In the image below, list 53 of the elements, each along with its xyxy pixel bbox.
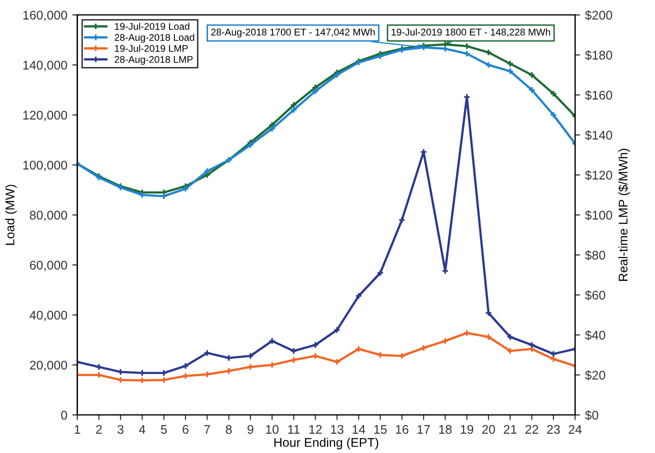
y2-axis-title: Real-time LMP ($/MWh) [618, 148, 630, 281]
y-axis-title: Load (MW) [5, 184, 17, 245]
x-tick-label: 10 [266, 425, 279, 434]
x-tick-label: 9 [248, 425, 254, 434]
y-tick-label: 60,000 [30, 260, 68, 272]
x-tick-label: 17 [418, 425, 430, 434]
legend-label: 19-Jul-2019 Load [114, 22, 190, 30]
y2-tick-label: $180 [584, 50, 612, 60]
x-tick-label: 15 [374, 425, 387, 434]
y-tick-label: 20,000 [30, 360, 68, 372]
y2-tick-label: $0 [584, 410, 598, 420]
y2-tick-label: $80 [584, 250, 606, 260]
legend-label: 28-Aug-2018 LMP [114, 56, 193, 65]
x-tick-label: 1 [74, 425, 80, 434]
y-tick-label: 160,000 [23, 10, 68, 22]
x-tick-label: 2 [96, 425, 102, 434]
x-tick-label: 11 [288, 425, 300, 434]
y2-tick-label: $40 [584, 330, 606, 340]
x-tick-label: 5 [160, 425, 167, 434]
y-tick-label: 100,000 [23, 160, 68, 172]
x-tick-label: 16 [396, 425, 408, 434]
x-tick-label: 20 [482, 425, 495, 434]
x-tick-label: 7 [204, 425, 210, 434]
legend-label: 19-Jul-2019 LMP [114, 44, 188, 52]
x-tick-label: 18 [439, 425, 452, 434]
x-tick-label: 19 [460, 425, 474, 434]
x-axis-title: Hour Ending (EPT) [274, 438, 378, 450]
x-tick-label: 8 [226, 425, 232, 434]
x-tick-label: 13 [331, 425, 344, 434]
y2-tick-label: $200 [584, 10, 612, 20]
y2-tick-label: $60 [584, 290, 606, 300]
y2-tick-label: $140 [584, 130, 612, 140]
y2-tick-label: $120 [584, 170, 612, 180]
x-tick-label: 22 [525, 425, 538, 434]
legend-label: 28-Aug-2018 Load [114, 34, 194, 43]
annotation: 19-Jul-2019 1800 ET - 148,228 MWh [392, 28, 550, 37]
y-tick-label: 0 [61, 410, 68, 420]
y2-tick-label: $20 [584, 370, 606, 380]
x-tick-label: 24 [568, 425, 582, 434]
x-tick-label: 12 [309, 425, 322, 434]
x-tick-label: 23 [547, 425, 560, 434]
y-tick-label: 140,000 [23, 60, 68, 72]
x-tick-label: 14 [352, 425, 366, 434]
x-tick-label: 4 [139, 425, 146, 434]
y-tick-label: 120,000 [23, 110, 68, 122]
x-tick-label: 21 [504, 425, 516, 434]
y2-tick-label: $100 [584, 210, 612, 220]
x-tick-label: 3 [118, 425, 124, 434]
annotation: 28-Aug-2018 1700 ET - 147,042 MWh [211, 28, 375, 38]
x-tick-label: 6 [182, 425, 188, 434]
y-tick-label: 40,000 [30, 310, 68, 322]
y-tick-label: 80,000 [30, 210, 68, 222]
y2-tick-label: $160 [584, 90, 612, 100]
